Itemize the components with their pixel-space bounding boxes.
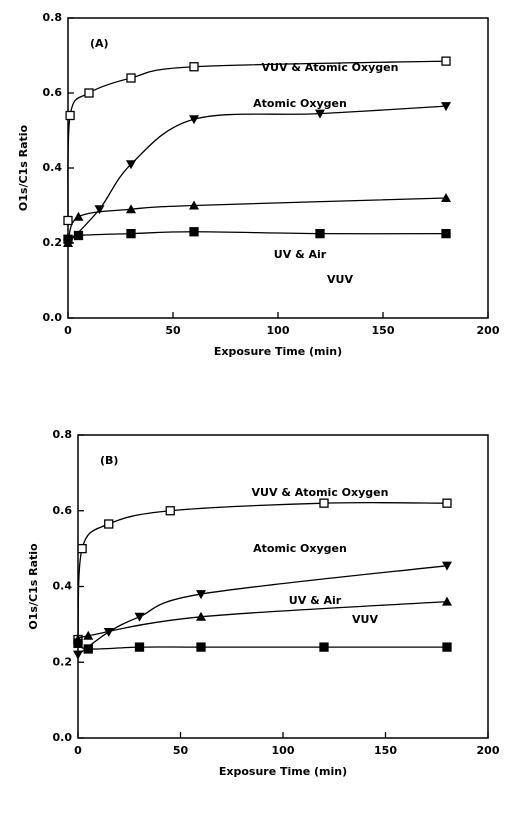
marker [73,650,83,660]
x-axis-label: Exposure Time (min) [219,765,347,778]
marker [126,160,136,170]
marker [441,193,451,202]
marker [189,227,199,237]
marker [126,228,136,239]
marker [83,630,94,640]
x-tick-label: 200 [477,744,500,757]
marker [319,642,329,652]
x-tick-label: 100 [272,744,295,757]
y-tick-label: 0.4 [43,161,63,174]
y-tick-label: 0.6 [43,86,63,99]
marker [73,638,83,648]
marker [442,561,452,571]
marker [189,62,199,72]
marker [126,73,136,83]
marker [441,228,451,239]
y-tick-label: 0.0 [43,311,63,324]
series-label: VUV [352,613,378,626]
x-tick-label: 50 [165,324,181,337]
series-label: UV & Air [289,594,342,607]
y-tick-label: 0.2 [43,236,63,249]
y-tick-label: 0.6 [53,504,73,517]
marker [442,498,452,508]
marker [315,109,325,119]
y-tick-label: 0.8 [43,11,63,24]
marker [73,211,84,221]
marker [441,56,451,66]
marker [441,102,451,112]
marker [83,644,93,654]
series-label: Atomic Oxygen [253,542,347,555]
marker [442,642,452,652]
marker [319,498,329,508]
panel-label: (B) [100,454,118,467]
marker [104,519,114,529]
series-label: VUV [327,273,353,286]
x-tick-label: 100 [267,324,290,337]
x-tick-label: 150 [372,324,395,337]
marker [165,506,175,516]
x-tick-label: 0 [74,744,82,757]
y-axis-label: O1s/C1s Ratio [27,543,40,630]
series-line [77,501,448,640]
x-tick-label: 200 [477,324,500,337]
marker [77,543,87,554]
y-tick-label: 0.2 [53,655,73,668]
plot-frame [77,434,489,739]
marker [134,612,145,622]
series-label: VUV & Atomic Oxygen [262,61,399,74]
marker [63,234,73,244]
series-line [67,231,447,240]
series-label: VUV & Atomic Oxygen [252,486,389,499]
marker [134,642,145,652]
x-axis-label: Exposure Time (min) [214,345,342,358]
y-tick-label: 0.4 [53,580,73,593]
marker [189,200,199,210]
series-line [67,105,447,244]
marker [63,215,73,226]
marker [103,627,114,637]
marker [65,110,75,121]
marker [442,596,452,606]
y-axis-label: O1s/C1s Ratio [17,124,30,211]
marker [126,204,136,214]
y-tick-label: 0.0 [53,731,73,744]
marker [196,611,206,621]
marker [196,642,206,652]
x-tick-label: 0 [64,324,72,337]
marker [94,205,105,215]
marker [84,88,94,98]
x-tick-label: 150 [374,744,397,757]
series-line [77,565,448,656]
series-line [67,60,447,221]
marker [196,590,206,600]
series-line [67,197,447,244]
series-label: Atomic Oxygen [253,97,347,110]
marker [73,230,84,241]
panel-label: (A) [90,37,109,50]
y-tick-label: 0.8 [53,428,73,441]
x-tick-label: 50 [173,744,189,757]
series-label: UV & Air [274,248,327,261]
marker [189,115,199,125]
marker [315,228,325,239]
series-line [77,642,447,650]
